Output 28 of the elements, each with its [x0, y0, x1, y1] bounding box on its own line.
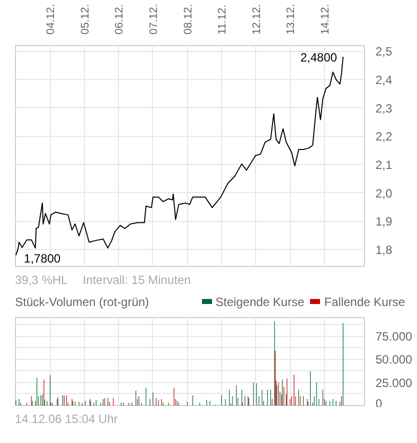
chart-title: Stück-Volumen (rot-grün)	[15, 294, 150, 312]
x-tick-label: 05.12.	[79, 4, 92, 34]
x-tick-label: 08.12.	[182, 4, 194, 34]
text: 14.12.06 15:04 Uhr	[15, 411, 118, 428]
text: 39,3 %HL	[15, 272, 68, 289]
y-tick-label: 25.000	[376, 376, 413, 390]
y-tick-label: 75.000	[376, 330, 413, 344]
legend-label: Fallende Kurse	[324, 295, 405, 310]
x-tick-label: 12.12.	[250, 4, 263, 34]
y-tick-label: 1,9	[376, 214, 393, 229]
text: Intervall: 15 Minuten	[82, 272, 191, 289]
x-tick-label: 07.12.	[148, 4, 160, 34]
y-tick-label: 2,3	[376, 101, 393, 116]
y-tick-label: 2,5	[376, 44, 393, 59]
y-tick-label: 2,4	[376, 73, 393, 87]
x-tick-label: 14.12.	[319, 4, 332, 34]
legend-label: Steigende Kurse	[216, 295, 304, 310]
x-tick-label: 06.12.	[114, 4, 126, 34]
y-tick-label: 2,1	[376, 158, 393, 172]
x-tick-label: 13.12.	[285, 4, 298, 34]
y-tick-label: 2,0	[376, 186, 393, 200]
x-tick-label: 11.12.	[216, 4, 229, 34]
annotation: 1,7800	[24, 252, 61, 266]
y-tick-label: 50.000	[376, 352, 413, 367]
y-tick-label: 2,2	[376, 130, 393, 144]
annotation: 2,4800	[300, 50, 338, 64]
x-tick-label: 04.12.	[45, 4, 58, 34]
y-tick-label: 1,8	[376, 243, 393, 257]
